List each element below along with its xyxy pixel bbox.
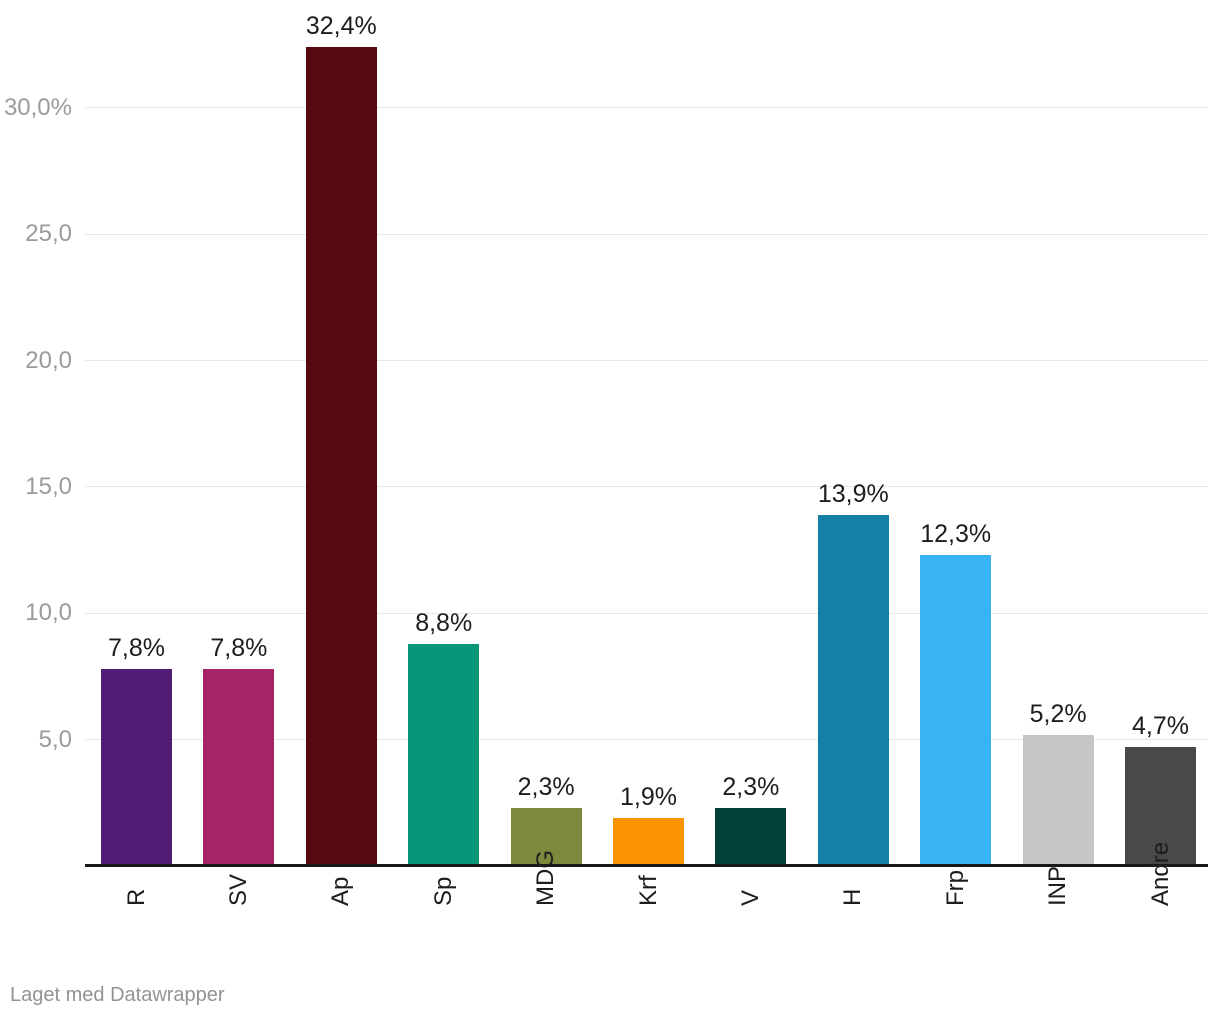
- value-label: 8,8%: [415, 608, 473, 637]
- x-label-V: V: [737, 878, 765, 1008]
- gridline: [85, 739, 1208, 741]
- x-label-text: Krf: [634, 875, 662, 906]
- x-label-text: MDG: [532, 850, 560, 906]
- x-label-Sp: Sp: [429, 876, 458, 1008]
- value-label: 1,9%: [620, 782, 677, 811]
- gridline: [85, 486, 1208, 488]
- chart-credit[interactable]: Laget med Datawrapper: [10, 984, 225, 1006]
- bar-H[interactable]: [817, 514, 889, 866]
- bar-Frp[interactable]: [920, 555, 992, 866]
- bar-MDG[interactable]: [510, 807, 582, 866]
- x-label-text: Sp: [429, 876, 457, 906]
- bar-V[interactable]: [715, 807, 787, 866]
- gridline: [85, 233, 1208, 235]
- bar-Andre[interactable]: [1125, 747, 1196, 866]
- y-tick-label: 30,0%: [3, 93, 72, 121]
- x-label-text: Ap: [327, 876, 355, 906]
- x-label-text: Frp: [941, 870, 969, 906]
- y-tick-label: 15,0: [25, 472, 72, 500]
- bar-Sp[interactable]: [408, 643, 480, 866]
- x-axis-line: [85, 864, 1208, 867]
- bar-Krf[interactable]: [613, 817, 684, 866]
- gridline: [85, 360, 1208, 362]
- x-label-INP: INP: [1044, 865, 1072, 1008]
- y-tick-label: 10,0: [25, 599, 72, 627]
- x-label-text: SV: [224, 873, 252, 906]
- x-label-SV: SV: [224, 873, 253, 1008]
- x-label-text: INP: [1044, 865, 1072, 906]
- value-label: 32,4%: [305, 12, 377, 41]
- value-label: 7,8%: [210, 633, 268, 662]
- x-label-MDG: MDG: [532, 850, 560, 1008]
- value-label: 4,7%: [1132, 712, 1189, 741]
- value-label: 2,3%: [722, 772, 780, 801]
- gridline: [85, 612, 1208, 614]
- y-tick-label: 25,0: [25, 220, 72, 248]
- bar-SV[interactable]: [203, 668, 275, 866]
- bar-INP[interactable]: [1022, 734, 1094, 866]
- value-label: 12,3%: [920, 520, 992, 549]
- x-label-Andre: Andre: [1146, 841, 1175, 1008]
- x-label-Krf: Krf: [634, 875, 663, 1008]
- x-label-text: H: [839, 888, 867, 906]
- y-tick-label: 5,0: [38, 725, 72, 753]
- gridline: [85, 107, 1208, 109]
- value-label: 13,9%: [817, 479, 889, 508]
- bar-R[interactable]: [101, 668, 172, 866]
- y-tick-label: 20,0: [25, 346, 72, 374]
- value-label: 7,8%: [108, 633, 165, 662]
- x-label-text: Andre: [1146, 841, 1174, 906]
- x-label-text: V: [736, 889, 764, 906]
- value-label: 5,2%: [1029, 699, 1087, 728]
- x-label-H: H: [839, 878, 867, 1008]
- x-label-Frp: Frp: [941, 870, 970, 1008]
- bar-Ap[interactable]: [305, 47, 377, 866]
- x-label-Ap: Ap: [327, 876, 355, 1008]
- x-label-text: R: [122, 888, 150, 906]
- value-label: 2,3%: [517, 772, 575, 801]
